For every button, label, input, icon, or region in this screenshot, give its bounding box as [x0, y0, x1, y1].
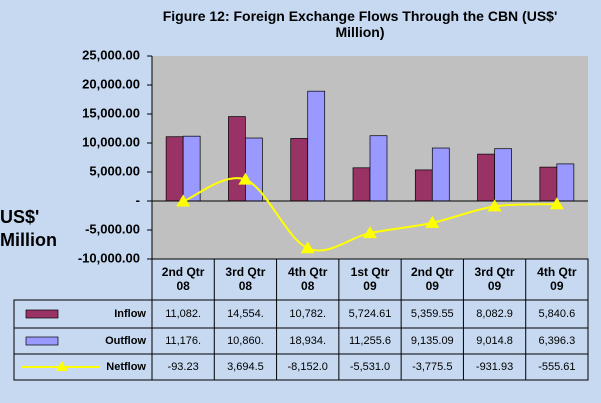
table-value: -3,775.5	[412, 361, 452, 373]
x-tick-label-box: 4th Qtr 09	[537, 264, 577, 293]
legend-swatch	[25, 309, 59, 319]
table-value: 5,359.55	[411, 308, 454, 320]
table-value: 5,724.61	[349, 308, 392, 320]
bar	[556, 163, 575, 202]
x-tick-label-box: 2nd Qtr 08	[161, 264, 205, 293]
table-value: 9,014.8	[476, 335, 513, 347]
table-value: 11,176.	[165, 335, 201, 347]
table-value: -5,531.0	[350, 361, 390, 373]
bar	[477, 153, 495, 202]
y-tick-label: 15,000.00	[82, 105, 140, 120]
x-tick-label: 4th Qtr 09	[537, 264, 577, 293]
y-tick-label: 10,000.00	[82, 134, 140, 149]
marker	[487, 199, 502, 212]
table-value: -931.93	[476, 361, 513, 373]
y-tick-label: 5,000.00	[89, 163, 140, 178]
x-tick-label-box: 3rd Qtr 09	[474, 264, 515, 293]
marker	[238, 172, 253, 185]
legend-swatch	[25, 336, 59, 346]
y-label-box: US$' Million	[0, 207, 57, 250]
y-tick-label: -	[136, 192, 140, 207]
x-tick-label: 4th Qtr 08	[288, 264, 328, 293]
marker	[549, 197, 564, 210]
bar	[165, 136, 184, 202]
x-tick-label: 1st Qtr 09	[350, 264, 390, 293]
table-value: -555.61	[538, 361, 575, 373]
table-value: 18,934.	[289, 335, 326, 347]
x-tick-label: 3rd Qtr 08	[225, 264, 266, 293]
marker	[363, 226, 377, 239]
legend-marker	[56, 361, 68, 371]
bar	[228, 116, 246, 202]
x-tick-label-box: 4th Qtr 08	[288, 264, 328, 293]
table-value: 10,860.	[227, 335, 264, 347]
table-value: 6,396.3	[539, 335, 576, 347]
table-value: -8,152.0	[288, 361, 328, 373]
bar	[369, 135, 388, 202]
table-value: 8,082.9	[476, 308, 513, 320]
title-box: Figure 12: Foreign Exchange Flows Throug…	[162, 8, 558, 41]
y-tick-label: -10,000.00	[78, 250, 140, 265]
table-value: 3,694.5	[227, 361, 264, 373]
bar	[431, 147, 450, 202]
table-value: 5,840.6	[539, 308, 576, 320]
y-axis-label: US$' Million	[0, 207, 57, 250]
bar	[182, 135, 201, 202]
marker	[176, 194, 191, 207]
table-value: 14,554.	[227, 308, 264, 320]
table-value: 11,255.6	[349, 335, 391, 347]
marker	[425, 215, 440, 228]
x-tick-label: 2nd Qtr 08	[161, 264, 205, 293]
table-value: -93.23	[168, 361, 199, 373]
legend-label: Inflow	[114, 308, 146, 320]
x-tick-label-box: 2nd Qtr 09	[410, 264, 454, 293]
bar	[539, 166, 558, 202]
chart-title: Figure 12: Foreign Exchange Flows Throug…	[162, 8, 558, 41]
y-tick-label: 20,000.00	[82, 76, 140, 91]
table-value: 9,135.09	[411, 335, 454, 347]
x-tick-label-box: 1st Qtr 09	[350, 264, 390, 293]
y-tick-label: -5,000.00	[85, 221, 140, 236]
y-tick-label: 25,000.00	[82, 47, 140, 62]
bar	[414, 169, 433, 202]
table-value: 11,082.	[165, 308, 201, 320]
table-value: 10,782.	[289, 308, 326, 320]
bar	[494, 148, 512, 202]
marker	[300, 241, 315, 254]
legend-label: Netflow	[106, 361, 146, 373]
x-tick-label: 3rd Qtr 09	[474, 264, 515, 293]
legend-label: Outflow	[105, 335, 146, 347]
x-tick-label: 2nd Qtr 09	[410, 264, 454, 293]
bar	[352, 167, 371, 202]
x-tick-label-box: 3rd Qtr 08	[225, 264, 266, 293]
bar	[307, 90, 326, 202]
bar	[290, 138, 309, 202]
